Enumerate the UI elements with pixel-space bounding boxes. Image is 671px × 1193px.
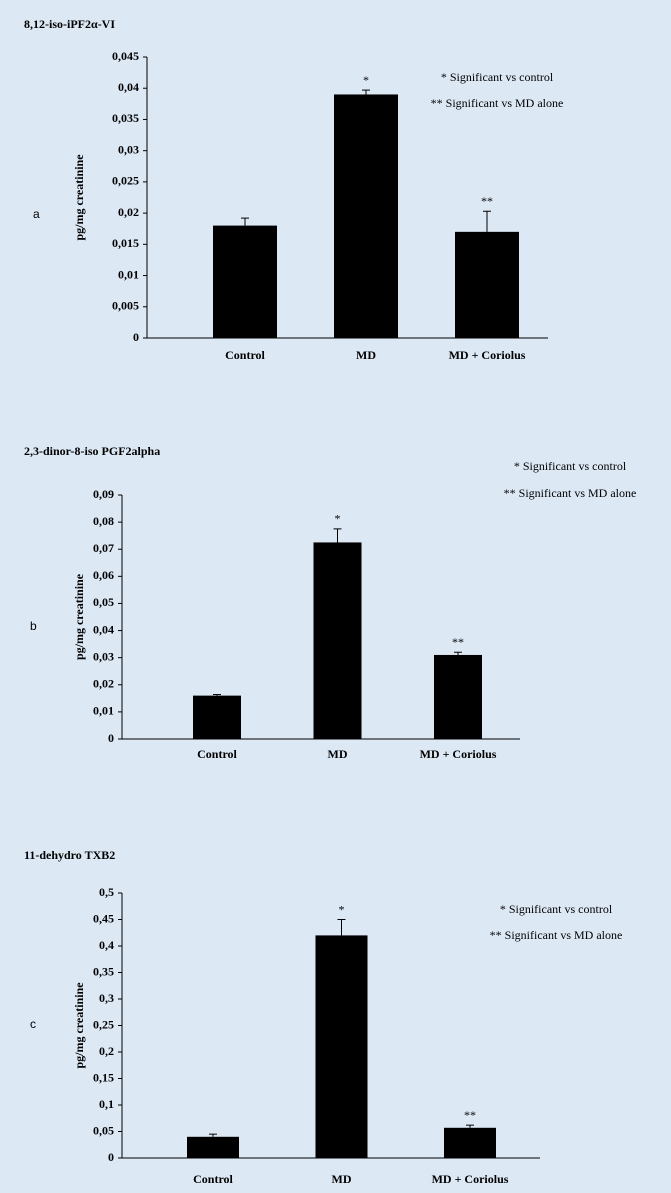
x-tick-label: MD + Coriolus	[449, 348, 526, 362]
x-tick-label: Control	[193, 1172, 233, 1186]
y-tick-label: 0,025	[112, 174, 139, 188]
x-tick-label: MD	[328, 747, 348, 761]
y-tick-label: 0,4	[99, 938, 114, 952]
significance-mark: *	[363, 73, 369, 87]
y-tick-label: 0,01	[118, 267, 139, 281]
y-tick-label: 0,04	[118, 80, 139, 94]
x-tick-label: MD + Coriolus	[432, 1172, 509, 1186]
y-tick-label: 0,005	[112, 299, 139, 313]
y-tick-label: 0,25	[93, 1017, 114, 1031]
error-bar	[241, 217, 249, 226]
y-tick-label: 0,035	[112, 111, 139, 125]
error-bar	[483, 210, 491, 232]
y-tick-label: 0,02	[118, 205, 139, 219]
y-tick-label: 0,01	[93, 704, 114, 718]
error-bar	[454, 651, 462, 655]
y-tick-label: 0,045	[112, 49, 139, 63]
x-tick-label: Control	[197, 747, 237, 761]
y-tick-label: 0,09	[93, 487, 114, 501]
chart-title: 8,12-iso-iPF2α-VI	[24, 17, 115, 31]
y-axis-label: pg/mg creatinine	[72, 573, 86, 660]
x-tick-label: MD	[356, 348, 376, 362]
y-tick-label: 0,5	[99, 885, 114, 899]
y-tick-label: 0,015	[112, 236, 139, 250]
panel-label: a	[33, 207, 40, 221]
error-bar	[213, 694, 221, 696]
bar	[334, 94, 398, 338]
y-tick-label: 0,03	[118, 142, 139, 156]
y-tick-label: 0,05	[93, 595, 114, 609]
y-tick-label: 0,06	[93, 568, 114, 582]
significance-mark: *	[335, 512, 341, 526]
panel-label: b	[30, 619, 37, 633]
bar	[213, 225, 277, 338]
y-tick-label: 0,3	[99, 991, 114, 1005]
y-tick-label: 0,07	[93, 541, 114, 555]
y-tick-label: 0,15	[93, 1070, 114, 1084]
chart-title: 11-dehydro TXB2	[24, 848, 115, 862]
x-tick-label: MD + Coriolus	[420, 747, 497, 761]
bar	[313, 542, 362, 739]
note: ** Significant vs MD alone	[490, 928, 623, 942]
y-tick-label: 0	[133, 330, 139, 344]
note: * Significant vs control	[500, 902, 613, 916]
error-bar	[337, 919, 346, 936]
note: ** Significant vs MD alone	[504, 486, 637, 500]
chart-title: 2,3-dinor-8-iso PGF2alpha	[24, 444, 160, 458]
bar	[444, 1127, 496, 1158]
y-tick-label: 0,05	[93, 1123, 114, 1137]
bar	[455, 231, 519, 338]
error-bar	[466, 1124, 474, 1128]
y-tick-label: 0,03	[93, 649, 114, 663]
y-tick-label: 0,02	[93, 677, 114, 691]
y-tick-label: 0	[108, 731, 114, 745]
note: * Significant vs control	[514, 459, 627, 473]
bar	[434, 654, 482, 739]
note: * Significant vs control	[441, 70, 554, 84]
note: ** Significant vs MD alone	[431, 96, 564, 110]
y-tick-label: 0,45	[93, 911, 114, 925]
error-bar	[209, 1133, 217, 1137]
y-tick-label: 0,08	[93, 514, 114, 528]
bar	[315, 935, 368, 1158]
x-tick-label: MD	[332, 1172, 352, 1186]
significance-mark: **	[452, 635, 464, 649]
y-tick-label: 0	[108, 1150, 114, 1164]
bar	[187, 1136, 239, 1158]
significance-mark: *	[339, 902, 345, 916]
y-axis-label: pg/mg creatinine	[72, 154, 86, 241]
x-tick-label: Control	[225, 348, 265, 362]
y-tick-label: 0,1	[99, 1097, 114, 1111]
y-tick-label: 0,04	[93, 622, 114, 636]
significance-mark: **	[464, 1108, 476, 1122]
panel-label: c	[30, 1017, 36, 1031]
y-axis-label: pg/mg creatinine	[72, 982, 86, 1069]
bar	[193, 695, 241, 739]
y-tick-label: 0,35	[93, 964, 114, 978]
y-tick-label: 0,2	[99, 1044, 114, 1058]
error-bar	[333, 528, 342, 543]
significance-mark: **	[481, 194, 493, 208]
error-bar	[362, 89, 370, 95]
